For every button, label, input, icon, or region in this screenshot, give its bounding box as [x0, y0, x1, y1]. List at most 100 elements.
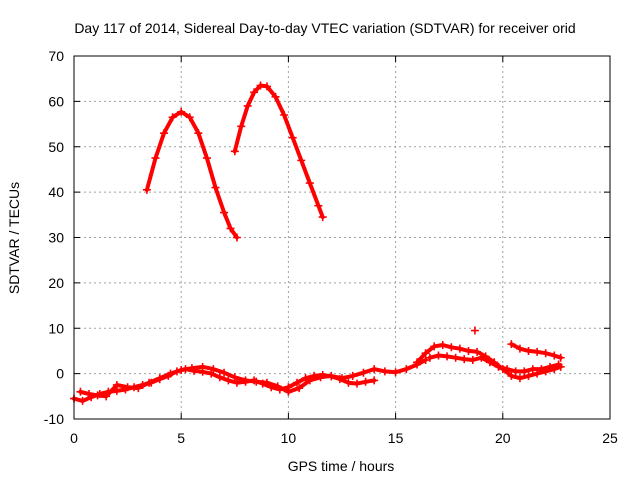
data-point [194, 129, 203, 138]
data-point [524, 346, 533, 355]
data-point [370, 365, 379, 374]
data-point [314, 201, 323, 210]
data-point [151, 154, 160, 163]
data-series [70, 81, 565, 405]
data-point [230, 373, 239, 382]
data-point [243, 101, 252, 110]
data-point [237, 122, 246, 131]
data-point [430, 342, 439, 351]
data-point [305, 179, 314, 188]
data-point [134, 384, 143, 393]
data-point [220, 368, 229, 377]
axis-ticks: 0 5 10 15 20 25 -10 0 10 20 30 40 50 60 70 [44, 48, 618, 446]
series-trace [78, 358, 428, 399]
data-point [550, 351, 559, 360]
data-point [507, 340, 516, 349]
data-point [477, 353, 486, 362]
data-point [359, 368, 368, 377]
data-point [207, 369, 216, 378]
data-point [85, 390, 94, 399]
data-point [112, 380, 121, 389]
y-tick-label: 10 [48, 320, 64, 336]
data-point [316, 373, 325, 382]
data-point [520, 367, 529, 376]
data-point [318, 213, 327, 222]
data-point [284, 387, 293, 396]
data-point [78, 396, 87, 405]
series-trace [144, 109, 239, 240]
data-point [353, 379, 362, 388]
data-point [460, 355, 469, 364]
data-point [226, 224, 235, 233]
x-tick-label: 25 [602, 430, 618, 446]
data-point [556, 353, 565, 362]
x-tick-label: 10 [281, 430, 297, 446]
data-point [185, 113, 194, 122]
data-point [425, 353, 434, 362]
data-point [142, 185, 151, 194]
data-point [421, 356, 430, 365]
data-point [241, 376, 250, 385]
data-point [413, 358, 422, 367]
data-point [280, 110, 289, 119]
data-point [434, 351, 443, 360]
data-point [177, 365, 186, 374]
x-tick-label: 0 [70, 430, 78, 446]
data-point [273, 382, 282, 391]
y-tick-label: 20 [48, 275, 64, 291]
x-tick-label: 5 [177, 430, 185, 446]
data-point [545, 362, 554, 371]
data-point [301, 374, 310, 383]
data-point [494, 362, 503, 371]
data-point [443, 352, 452, 361]
data-point [262, 82, 271, 91]
series-satellite-arc-a [142, 107, 241, 242]
y-tick-label: 60 [48, 93, 64, 109]
data-point [198, 362, 207, 371]
y-tick-label: -10 [44, 411, 64, 427]
series-satellite-arc-b [230, 81, 327, 222]
data-point [123, 383, 132, 392]
data-point [145, 378, 154, 387]
data-point [187, 364, 196, 373]
y-axis-label: SDTVAR / TECUs [6, 182, 22, 294]
data-point [338, 374, 346, 383]
series-low-level-band-2 [76, 356, 430, 401]
y-tick-label: 40 [48, 184, 64, 200]
data-point [511, 367, 520, 376]
data-point [288, 133, 297, 142]
data-point [232, 378, 241, 387]
data-point [515, 374, 524, 383]
data-point [515, 344, 524, 353]
data-point [215, 373, 224, 382]
data-point [528, 365, 537, 374]
data-point [348, 371, 357, 380]
x-axis-label: GPS time / hours [288, 458, 395, 474]
x-tick-label: 20 [495, 430, 511, 446]
data-point [464, 346, 473, 355]
data-point [202, 154, 211, 163]
data-point [224, 376, 233, 385]
y-tick-label: 0 [56, 366, 64, 382]
data-point [468, 356, 477, 365]
data-point [256, 81, 265, 90]
series-late-arc-e [507, 340, 565, 362]
data-point [230, 147, 239, 156]
y-tick-label: 70 [48, 48, 64, 64]
data-point [473, 347, 482, 356]
data-point [402, 365, 411, 374]
data-point [327, 371, 336, 380]
data-point [344, 378, 353, 387]
data-point [160, 129, 169, 138]
data-point [485, 358, 494, 367]
data-point [380, 367, 389, 376]
data-point [451, 353, 460, 362]
data-point [166, 369, 175, 378]
data-point [220, 208, 229, 217]
data-point [503, 365, 512, 374]
data-point [447, 343, 456, 352]
data-point [533, 347, 542, 356]
data-point [524, 371, 533, 380]
